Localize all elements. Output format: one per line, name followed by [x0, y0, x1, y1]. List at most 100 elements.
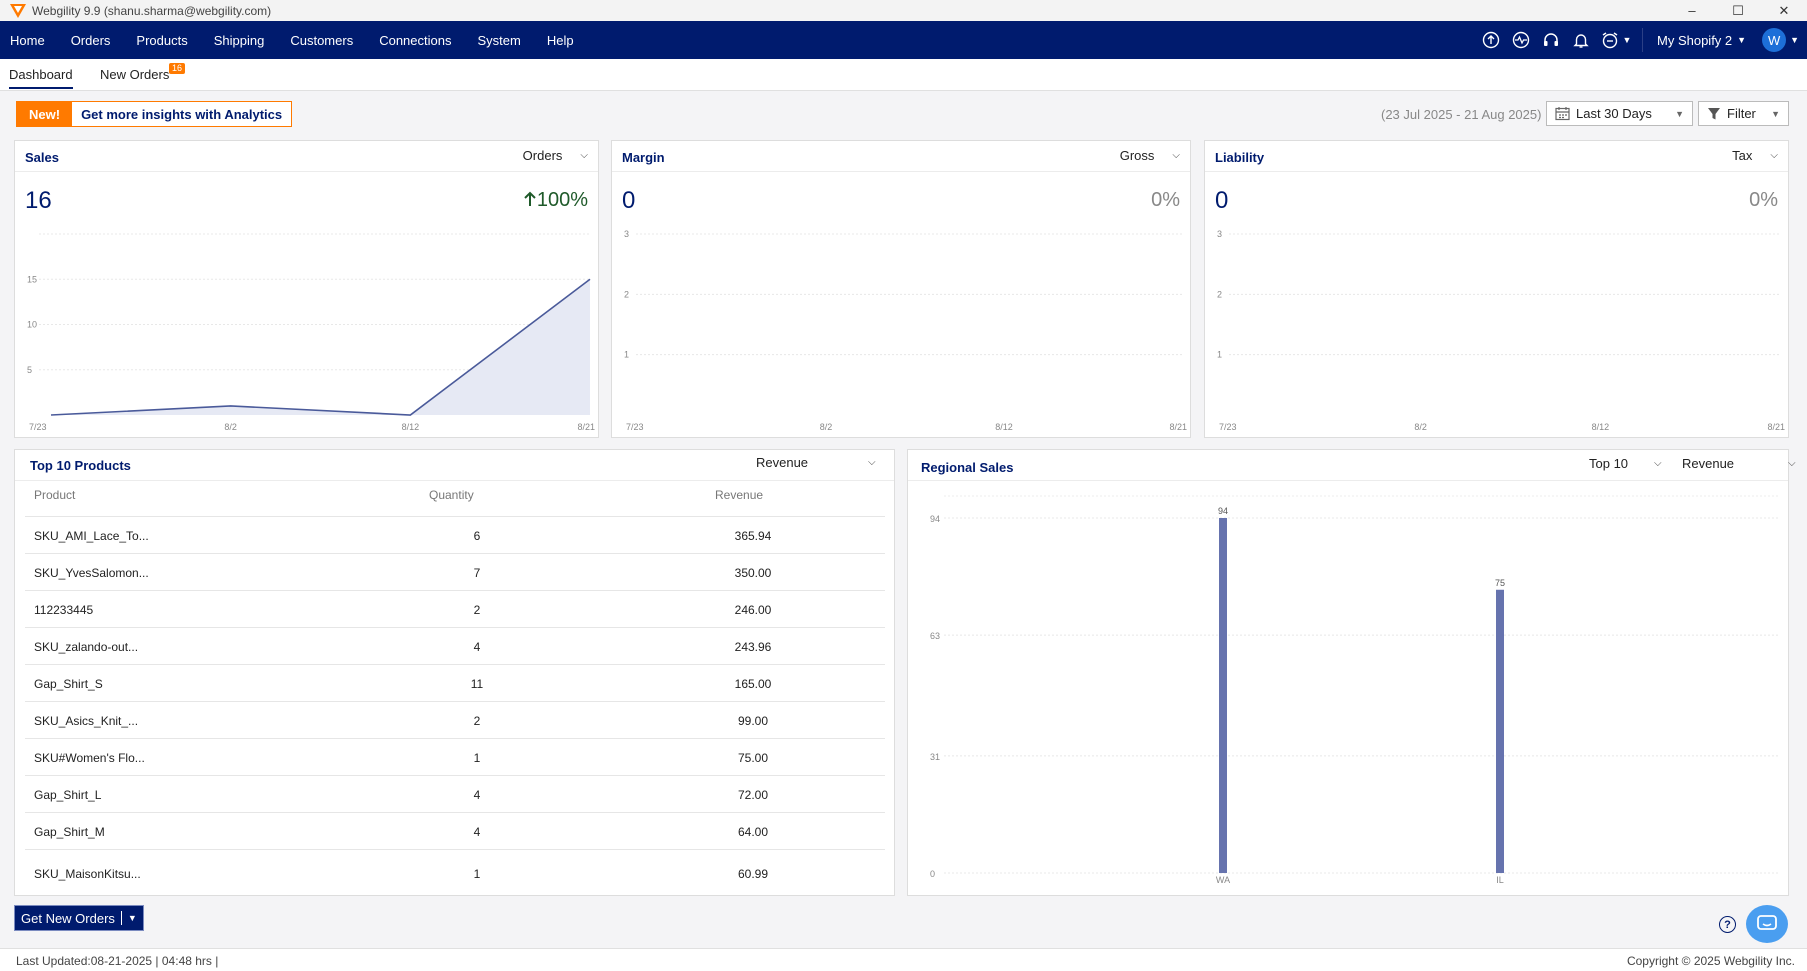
tab-new-orders[interactable]: New Orders 16 — [100, 63, 186, 82]
regional-limit-select[interactable]: Top 10 ⌵ — [1589, 456, 1662, 471]
chevron-down-icon: ⌵ — [868, 457, 876, 468]
margin-type-select[interactable]: Gross ⌵ — [1120, 148, 1180, 163]
y-tick-label: 15 — [27, 274, 37, 284]
last-updated-text: Last Updated:08-21-2025 | 04:48 hrs | — [16, 954, 219, 968]
arrow-up-icon — [524, 191, 536, 206]
bell-icon[interactable] — [1566, 21, 1596, 59]
y-tick-label: 3 — [1217, 229, 1222, 239]
nav-products[interactable]: Products — [136, 32, 188, 48]
close-button[interactable]: ✕ — [1778, 2, 1790, 18]
store-selector[interactable]: My Shopify 2 ▼ — [1642, 28, 1760, 52]
liability-type-select[interactable]: Tax ⌵ — [1732, 148, 1778, 163]
upload-icon[interactable] — [1476, 21, 1506, 59]
x-tick-label: 7/23 — [626, 422, 644, 432]
avatar[interactable]: W — [1762, 28, 1787, 52]
x-tick-label: 8/2 — [1414, 422, 1427, 432]
alarm-icon[interactable]: ▼ — [1596, 21, 1636, 59]
quantity-cell: 2 — [473, 603, 481, 617]
product-cell: Gap_Shirt_L — [34, 788, 102, 802]
revenue-cell: 99.00 — [737, 714, 769, 728]
liability-card: Liability Tax ⌵ 0 0% 1 2 3 7/23 8/2 8/12 8/21 — [1204, 140, 1789, 438]
table-row: 112233445 2 246.00 — [25, 591, 885, 628]
margin-card: Margin Gross ⌵ 0 0% 1 2 3 7/23 8/2 8/12 8/21 — [611, 140, 1191, 438]
y-tick-label: 10 — [27, 320, 37, 330]
bar-value-label: 75 — [1495, 578, 1505, 588]
chevron-down-icon: ▼ — [1771, 108, 1780, 119]
nav-orders[interactable]: Orders — [70, 32, 111, 48]
revenue-cell: 350.00 — [734, 566, 772, 580]
regional-sales-card: Regional Sales Top 10 ⌵ Revenue ⌵ 0 31 63 9… — [907, 449, 1796, 896]
chevron-down-icon[interactable]: ▼ — [1790, 35, 1799, 45]
tab-dashboard[interactable]: Dashboard — [9, 67, 73, 89]
product-cell: Gap_Shirt_S — [34, 677, 103, 691]
nav-system[interactable]: System — [477, 32, 521, 48]
y-tick-label: 94 — [930, 514, 940, 524]
chevron-down-icon: ⌵ — [580, 150, 588, 161]
nav-shipping[interactable]: Shipping — [213, 32, 265, 48]
bar-wa — [1219, 518, 1227, 873]
nav-help[interactable]: Help — [546, 32, 574, 48]
filter-button[interactable]: Filter ▼ — [1698, 101, 1789, 126]
sales-card: Sales Orders ⌵ 16 100% 5 10 15 7/23 8/2 8/12 8… — [14, 140, 599, 438]
y-tick-label: 0 — [930, 869, 935, 879]
chat-icon[interactable] — [1746, 905, 1788, 943]
top-products-metric-label: Revenue — [756, 455, 809, 470]
date-range-label: (23 Jul 2025 - 21 Aug 2025) — [1381, 107, 1542, 122]
window-title: Webgility 9.9 (shanu.sharma@webgility.co… — [32, 3, 272, 18]
product-cell: SKU_Asics_Knit_... — [34, 714, 139, 728]
sales-line — [50, 278, 591, 416]
get-new-orders-button[interactable]: Get New Orders ▼ — [14, 905, 144, 931]
nav-home[interactable]: Home — [10, 32, 45, 48]
sales-metric-select[interactable]: Orders ⌵ — [523, 148, 588, 163]
help-icon[interactable]: ? — [1719, 916, 1736, 933]
headset-icon[interactable] — [1536, 21, 1566, 59]
period-label: Last 30 Days — [1576, 106, 1652, 121]
nav-customers[interactable]: Customers — [290, 32, 354, 48]
chevron-down-icon[interactable]: ▼ — [127, 913, 137, 923]
table-row: SKU#Women's Flo... 1 75.00 — [25, 739, 885, 776]
chevron-down-icon: ▼ — [1675, 108, 1684, 119]
sales-change-value: 100% — [536, 189, 588, 211]
table-row: SKU_Asics_Knit_... 2 99.00 — [25, 702, 885, 739]
sales-change: 100% — [523, 189, 588, 212]
get-new-orders-label: Get New Orders — [21, 910, 115, 926]
new-badge: New! — [17, 102, 73, 126]
liability-type-label: Tax — [1732, 148, 1753, 163]
period-select[interactable]: Last 30 Days ▼ — [1546, 101, 1693, 126]
quantity-cell: 4 — [473, 640, 481, 654]
product-cell: SKU_MaisonKitsu... — [34, 867, 141, 881]
regional-metric-select[interactable]: Revenue ⌵ — [1682, 456, 1796, 471]
regional-sales-chart: 0 31 63 94 94 WA 75 IL — [930, 495, 1778, 885]
analytics-promo-text: Get more insights with Analytics — [81, 106, 283, 122]
margin-type-label: Gross — [1119, 148, 1155, 163]
product-cell: Gap_Shirt_M — [34, 825, 105, 839]
revenue-cell: 75.00 — [737, 751, 769, 765]
x-tick-label: 8/2 — [224, 422, 237, 432]
regional-limit-label: Top 10 — [1589, 456, 1629, 471]
store-name: My Shopify 2 — [1657, 32, 1733, 48]
tab-bar: Dashboard New Orders 16 — [0, 59, 1807, 91]
sales-metric-label: Orders — [522, 148, 563, 163]
filter-label: Filter — [1727, 106, 1756, 121]
analytics-promo-banner[interactable]: New! Get more insights with Analytics — [16, 101, 293, 127]
x-tick-label: 8/12 — [402, 422, 420, 432]
nav-connections[interactable]: Connections — [379, 32, 452, 48]
chevron-down-icon: ⌵ — [1788, 458, 1796, 469]
maximize-button[interactable]: ☐ — [1732, 2, 1744, 18]
activity-icon[interactable] — [1506, 21, 1536, 59]
y-tick-label: 63 — [930, 631, 940, 641]
minimize-button[interactable]: – — [1688, 3, 1696, 18]
column-header-revenue: Revenue — [715, 488, 764, 502]
y-tick-label: 31 — [930, 752, 940, 762]
top-products-metric-select[interactable]: Revenue ⌵ — [756, 455, 876, 470]
y-tick-label: 5 — [27, 365, 32, 375]
revenue-cell: 60.99 — [737, 867, 769, 881]
x-tick-label: 8/12 — [1592, 422, 1610, 432]
quantity-cell: 4 — [473, 788, 481, 802]
column-header-product: Product — [34, 488, 76, 502]
x-tick-label: 7/23 — [29, 422, 47, 432]
revenue-cell: 64.00 — [737, 825, 769, 839]
regional-metric-label: Revenue — [1682, 456, 1735, 471]
product-cell: SKU_AMI_Lace_To... — [34, 529, 149, 543]
chevron-down-icon: ▼ — [1737, 35, 1747, 45]
